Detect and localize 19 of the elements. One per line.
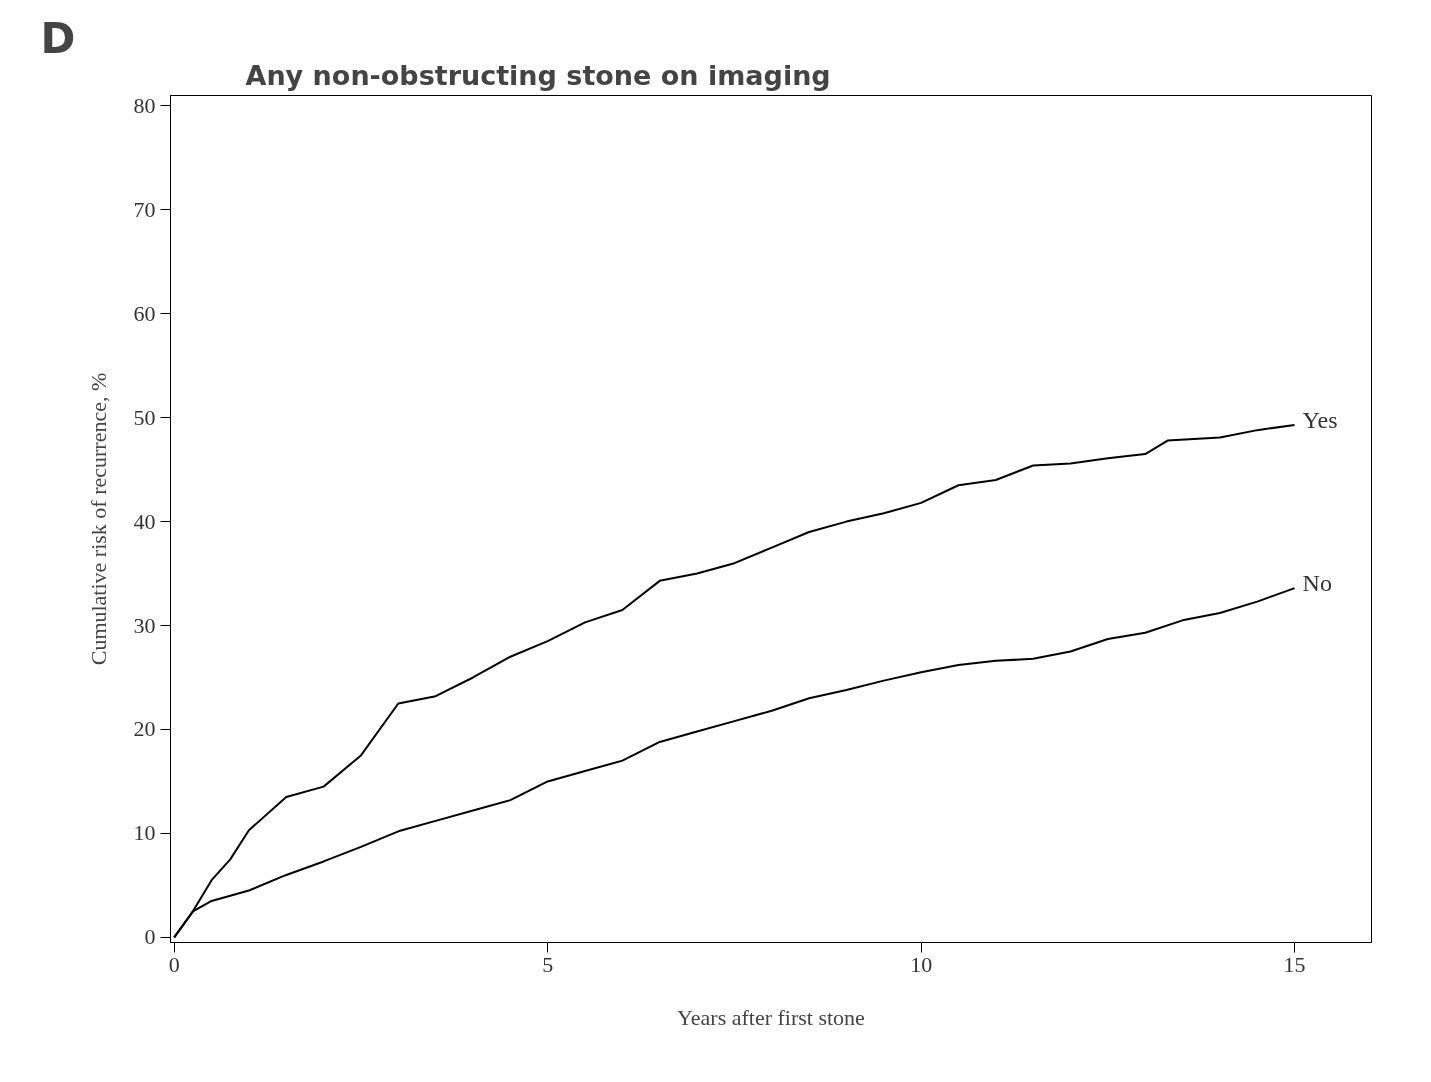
series-label: No xyxy=(1302,570,1332,597)
y-tick-label: 80 xyxy=(133,92,156,118)
series-label: Yes xyxy=(1302,406,1338,433)
x-axis-title: Years after first stone xyxy=(677,1004,865,1030)
y-tick-label: 70 xyxy=(133,196,156,222)
y-tick-label: 40 xyxy=(133,508,156,534)
y-tick-label: 0 xyxy=(144,924,156,950)
y-axis-title: Cumulative risk of recurrence, % xyxy=(85,372,111,666)
text: D xyxy=(40,13,76,63)
y-tick-label: 50 xyxy=(133,404,156,430)
x-tick-label: 5 xyxy=(542,951,554,977)
x-tick-label: 15 xyxy=(1283,951,1306,977)
y-tick-label: 20 xyxy=(133,716,156,742)
chart-title: Any non-obstructing stone on imaging xyxy=(245,59,831,91)
x-tick-label: 10 xyxy=(910,951,933,977)
y-tick-label: 30 xyxy=(133,612,156,638)
x-tick-label: 0 xyxy=(168,951,180,977)
y-tick-label: 10 xyxy=(133,820,156,846)
y-tick-label: 60 xyxy=(133,300,156,326)
